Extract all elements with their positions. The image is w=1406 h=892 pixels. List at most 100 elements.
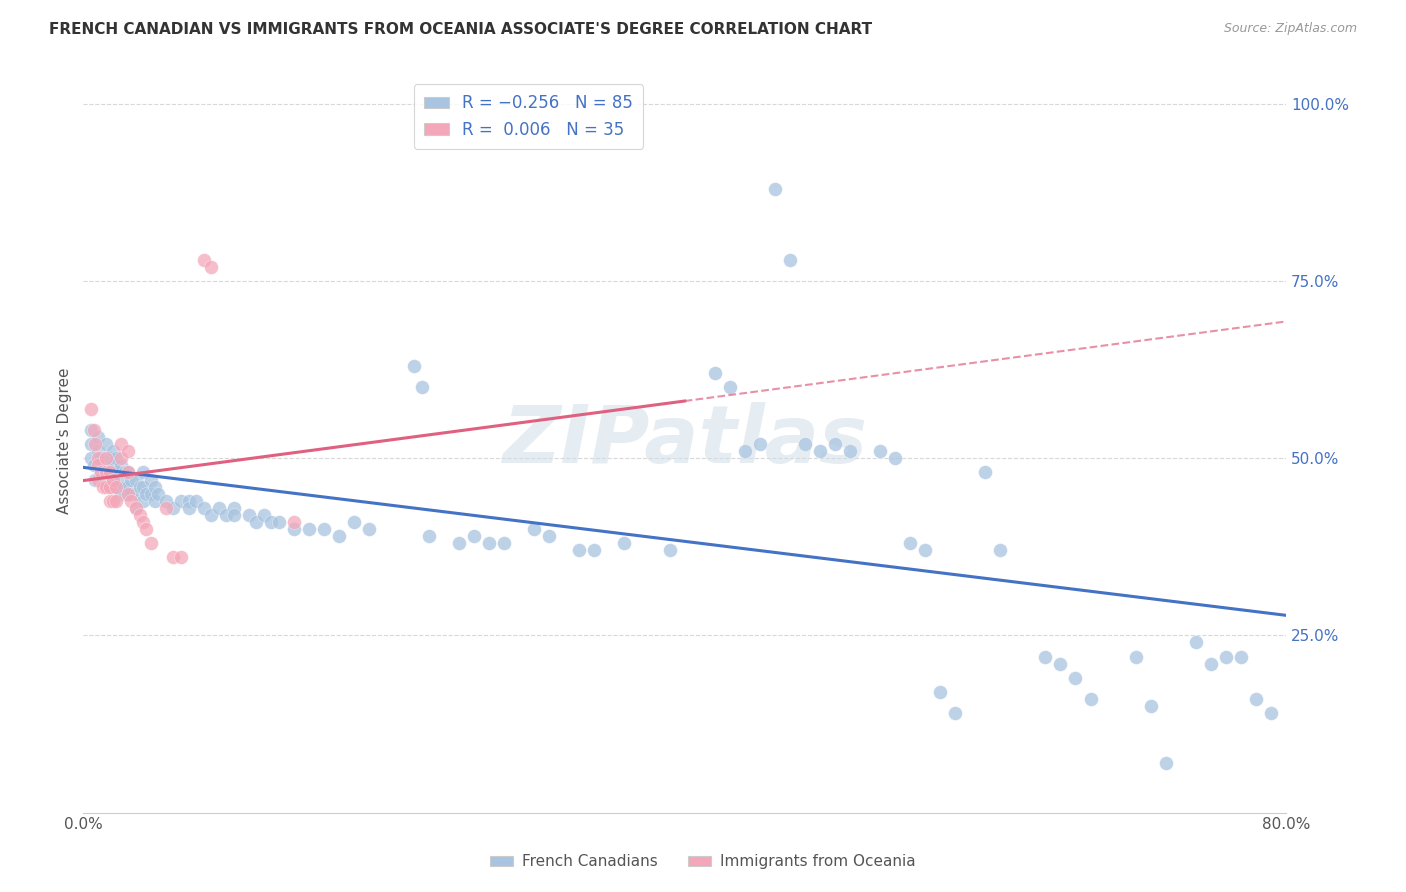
Point: [114, 466, 136, 480]
Point: [200, 508, 222, 522]
Point: [117, 480, 139, 494]
Point: [83, 458, 105, 473]
Point: [1184, 635, 1206, 649]
Point: [748, 437, 770, 451]
Point: [105, 466, 128, 480]
Point: [1215, 649, 1237, 664]
Point: [839, 444, 862, 458]
Point: [260, 515, 283, 529]
Point: [418, 529, 440, 543]
Point: [974, 466, 997, 480]
Point: [328, 529, 350, 543]
Point: [177, 500, 200, 515]
Point: [1260, 706, 1282, 721]
Legend: R = −0.256   N = 85, R =  0.006   N = 35: R = −0.256 N = 85, R = 0.006 N = 35: [413, 84, 643, 149]
Point: [184, 493, 207, 508]
Point: [120, 493, 142, 508]
Point: [94, 480, 117, 494]
Point: [283, 515, 305, 529]
Point: [155, 493, 177, 508]
Point: [869, 444, 891, 458]
Point: [132, 466, 155, 480]
Point: [162, 550, 184, 565]
Point: [703, 366, 725, 380]
Point: [808, 444, 831, 458]
Point: [125, 500, 148, 515]
Point: [914, 543, 936, 558]
Point: [734, 444, 756, 458]
Point: [943, 706, 966, 721]
Point: [98, 493, 121, 508]
Point: [155, 500, 177, 515]
Point: [215, 508, 238, 522]
Point: [523, 522, 546, 536]
Point: [145, 480, 167, 494]
Point: [103, 493, 125, 508]
Point: [568, 543, 591, 558]
Point: [117, 444, 139, 458]
Point: [94, 458, 117, 473]
Point: [988, 543, 1011, 558]
Point: [129, 480, 152, 494]
Point: [1154, 756, 1177, 770]
Point: [193, 252, 215, 267]
Point: [494, 536, 516, 550]
Point: [478, 536, 501, 550]
Point: [357, 522, 380, 536]
Point: [103, 473, 125, 487]
Y-axis label: Associate's Degree: Associate's Degree: [58, 368, 72, 514]
Point: [793, 437, 815, 451]
Point: [312, 522, 335, 536]
Point: [613, 536, 636, 550]
Point: [90, 451, 112, 466]
Point: [98, 466, 121, 480]
Point: [207, 500, 229, 515]
Point: [1035, 649, 1057, 664]
Point: [449, 536, 471, 550]
Point: [139, 536, 162, 550]
Point: [718, 380, 741, 394]
Point: [583, 543, 606, 558]
Point: [125, 473, 148, 487]
Point: [87, 473, 110, 487]
Point: [238, 508, 260, 522]
Point: [98, 480, 121, 494]
Point: [1064, 671, 1087, 685]
Text: ZIPatlas: ZIPatlas: [502, 401, 868, 480]
Point: [779, 252, 801, 267]
Text: FRENCH CANADIAN VS IMMIGRANTS FROM OCEANIA ASSOCIATE'S DEGREE CORRELATION CHART: FRENCH CANADIAN VS IMMIGRANTS FROM OCEAN…: [49, 22, 872, 37]
Point: [90, 466, 112, 480]
Point: [411, 380, 433, 394]
Point: [87, 451, 110, 466]
Point: [253, 508, 276, 522]
Point: [94, 466, 117, 480]
Point: [87, 430, 110, 444]
Point: [80, 437, 103, 451]
Point: [105, 480, 128, 494]
Point: [105, 480, 128, 494]
Point: [98, 451, 121, 466]
Point: [170, 493, 193, 508]
Point: [98, 480, 121, 494]
Point: [103, 473, 125, 487]
Point: [824, 437, 846, 451]
Point: [83, 423, 105, 437]
Point: [132, 493, 155, 508]
Point: [105, 451, 128, 466]
Point: [929, 685, 952, 699]
Point: [117, 466, 139, 480]
Point: [193, 500, 215, 515]
Point: [139, 473, 162, 487]
Point: [884, 451, 907, 466]
Point: [114, 480, 136, 494]
Point: [94, 437, 117, 451]
Point: [139, 486, 162, 500]
Point: [1125, 649, 1147, 664]
Point: [91, 473, 114, 487]
Point: [80, 423, 103, 437]
Point: [1049, 657, 1071, 671]
Point: [103, 458, 125, 473]
Point: [763, 182, 786, 196]
Point: [658, 543, 681, 558]
Point: [162, 500, 184, 515]
